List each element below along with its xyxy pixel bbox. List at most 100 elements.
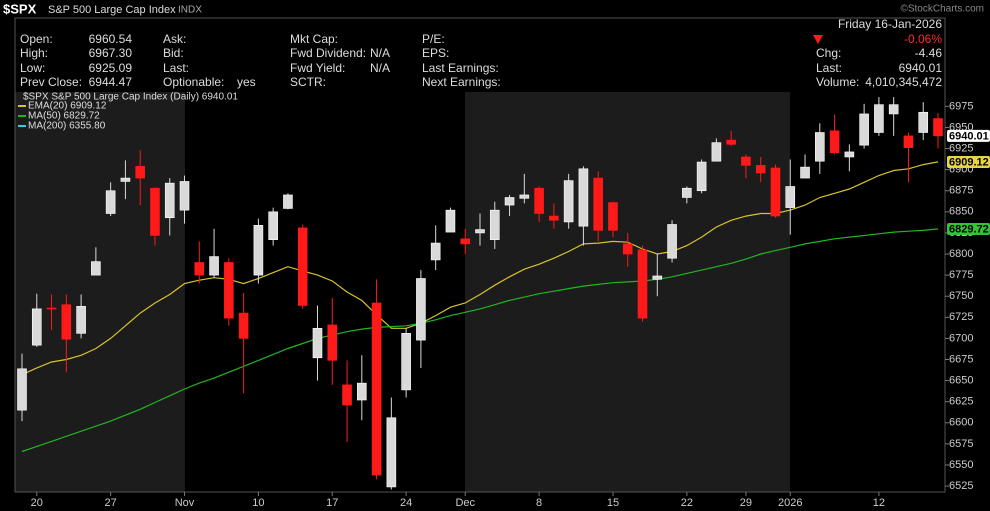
y-tick-label: 6525: [949, 480, 973, 492]
candle-body: [888, 104, 899, 115]
field-label: Prev Close:: [20, 75, 82, 89]
month-band: [15, 92, 185, 492]
watermark: ©StockCharts.com: [900, 4, 984, 15]
legend-label: MA(200) 6355.80: [28, 121, 106, 132]
candle-body: [859, 113, 869, 146]
line-series: [21, 228, 939, 453]
field-label: SCTR:: [290, 75, 326, 89]
y-tick-label: 6800: [949, 248, 973, 260]
candle-body: [76, 306, 86, 334]
y-tick-label: 6575: [949, 438, 973, 450]
candle-body: [874, 104, 884, 133]
candle-body: [209, 256, 219, 276]
field-label: Mkt Cap:: [290, 32, 338, 46]
x-tick-label: 17: [326, 497, 338, 509]
legend-label: MA(50) 6829.72: [28, 111, 100, 122]
x-tick-label: 10: [252, 497, 264, 509]
candle-body: [696, 161, 707, 192]
candle-body: [105, 190, 116, 214]
field-value: yes: [237, 75, 256, 89]
price-tag: [947, 155, 990, 168]
candle-body: [283, 194, 293, 209]
candle-body: [386, 417, 397, 488]
candle-body: [549, 215, 559, 221]
x-tick-label: 15: [607, 497, 619, 509]
candle-body: [489, 209, 500, 240]
candle-body: [253, 225, 264, 276]
field-label: Optionable:: [163, 75, 224, 89]
chart-title: $SPX S&P 500 Large Cap Index (Daily) 694…: [23, 92, 238, 103]
candle-body: [770, 167, 781, 217]
candle-body: [563, 180, 574, 223]
down-arrow: [813, 35, 823, 44]
frame: [14, 17, 946, 493]
x-tick-label: 8: [536, 497, 542, 509]
price-tag-label: 6909.12: [949, 156, 989, 168]
candle-body: [741, 156, 751, 166]
candle-body: [46, 307, 57, 310]
field-label: Bid:: [163, 46, 184, 60]
candle-body: [371, 302, 382, 476]
field-label: Last:: [163, 61, 189, 75]
field-label: Fwd Dividend:: [290, 46, 366, 60]
change-pct: -0.06%: [904, 32, 942, 46]
candle-body: [297, 227, 308, 306]
candle-body: [475, 229, 485, 234]
candle-body: [652, 275, 663, 280]
field-label: Volume:: [816, 75, 859, 89]
x-tick-label: 20: [31, 497, 43, 509]
candle-body: [637, 249, 648, 319]
field-value: 6967.30: [89, 46, 133, 60]
y-tick-label: 6750: [949, 290, 973, 302]
candle-body: [342, 384, 352, 406]
candle-body: [135, 165, 145, 179]
candle-body: [164, 182, 175, 219]
candle-body: [401, 333, 411, 391]
candle-body: [933, 118, 943, 137]
price-tag-label: 6940.01: [949, 130, 989, 142]
candle-body: [829, 130, 840, 154]
y-tick-label: 6775: [949, 269, 973, 281]
candle-body: [224, 262, 234, 319]
field-label: Low:: [20, 61, 45, 75]
x-tick-label: 27: [105, 497, 117, 509]
x-tick-label: 2026: [778, 497, 802, 509]
candle-body: [726, 139, 736, 145]
y-tick-label: 6650: [949, 375, 973, 387]
price-tag: [947, 222, 990, 235]
x-tick-label: 12: [873, 497, 885, 509]
candle-body: [150, 187, 160, 236]
field-value: 6925.09: [89, 61, 133, 75]
candle-body: [120, 177, 131, 182]
date: Friday 16-Jan-2026: [838, 17, 942, 31]
candle-body: [682, 187, 692, 198]
candle-body: [194, 262, 205, 276]
candle-body: [357, 382, 367, 401]
candle-body: [17, 368, 27, 411]
candle-body: [815, 132, 825, 162]
candle-body: [800, 166, 810, 179]
field-label: EPS:: [422, 46, 449, 60]
x-tick-label: 29: [740, 497, 752, 509]
field-value: -4.46: [915, 46, 943, 60]
y-tick-label: 6550: [949, 459, 973, 471]
price-tag: [947, 129, 990, 142]
candle-body: [179, 181, 190, 211]
y-tick-label: 6675: [949, 353, 973, 365]
candle-body: [667, 224, 677, 259]
field-value: 6960.54: [89, 32, 133, 46]
candle-body: [903, 135, 914, 148]
y-tick-label: 6975: [949, 100, 973, 112]
legend-label: EMA(20) 6909.12: [28, 101, 107, 112]
candle-body: [534, 187, 544, 214]
candle-body: [918, 111, 929, 133]
price-tag-label: 6829.72: [949, 223, 989, 235]
field-value: 6940.01: [899, 61, 943, 75]
candle-body: [327, 324, 338, 361]
x-tick-label: Nov: [175, 497, 195, 509]
field-label: P/E:: [422, 32, 445, 46]
y-tick-label: 6625: [949, 396, 973, 408]
candle-body: [61, 304, 72, 340]
field-label: Next Earnings:: [422, 75, 501, 89]
